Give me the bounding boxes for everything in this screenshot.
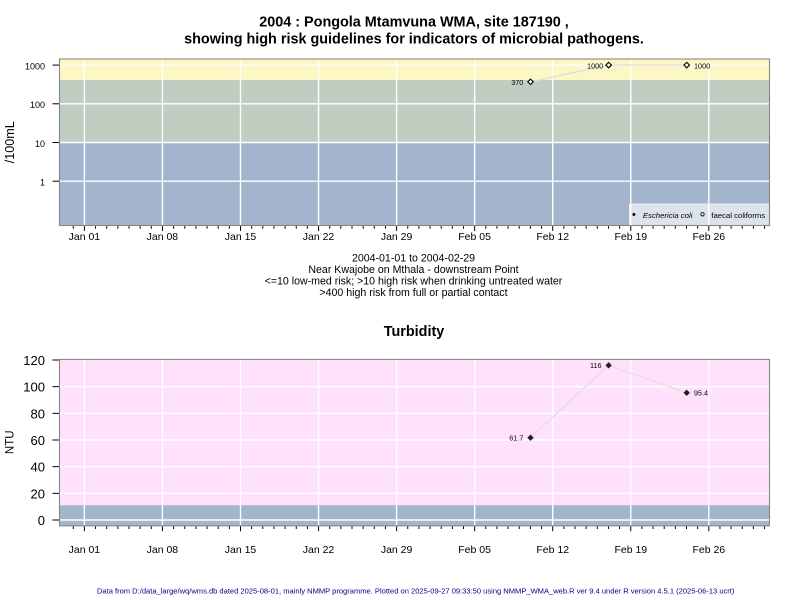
svg-text:Feb 19: Feb 19 bbox=[614, 544, 647, 556]
svg-text:Jan 29: Jan 29 bbox=[381, 231, 413, 243]
svg-text:61.7: 61.7 bbox=[509, 433, 523, 442]
svg-text:1: 1 bbox=[40, 178, 45, 188]
svg-text:120: 120 bbox=[23, 353, 45, 368]
svg-text:Feb 19: Feb 19 bbox=[614, 231, 647, 243]
svg-text:Jan 01: Jan 01 bbox=[69, 544, 101, 556]
svg-text:80: 80 bbox=[31, 406, 45, 421]
svg-text:2004 : Pongola Mtamvuna WMA, s: 2004 : Pongola Mtamvuna WMA, site 187190… bbox=[259, 15, 569, 31]
svg-text:>400 high risk from full or pa: >400 high risk from full or partial cont… bbox=[319, 287, 507, 299]
svg-text:Feb 12: Feb 12 bbox=[536, 544, 569, 556]
svg-text:1000: 1000 bbox=[694, 61, 710, 70]
svg-text:Data from D:/data_large/wq/wms: Data from D:/data_large/wq/wms.db dated … bbox=[97, 586, 735, 595]
svg-text:60: 60 bbox=[31, 433, 45, 448]
svg-text:Feb 05: Feb 05 bbox=[458, 544, 491, 556]
svg-text:1000: 1000 bbox=[587, 61, 603, 70]
svg-text:Eschericia coli: Eschericia coli bbox=[643, 211, 693, 220]
svg-text:1000: 1000 bbox=[25, 61, 45, 71]
svg-text:2004-01-01 to 2004-02-29: 2004-01-01 to 2004-02-29 bbox=[352, 253, 475, 265]
svg-text:20: 20 bbox=[31, 486, 45, 501]
svg-text:Jan 22: Jan 22 bbox=[303, 544, 335, 556]
svg-text:100: 100 bbox=[23, 380, 45, 395]
svg-text:Turbidity: Turbidity bbox=[384, 324, 445, 340]
svg-text:100: 100 bbox=[30, 100, 45, 110]
svg-text:Feb 26: Feb 26 bbox=[692, 544, 725, 556]
svg-text:/100mL: /100mL bbox=[3, 121, 17, 163]
svg-text:40: 40 bbox=[31, 460, 45, 475]
svg-text:95.4: 95.4 bbox=[694, 389, 708, 398]
svg-text:Jan 08: Jan 08 bbox=[147, 544, 179, 556]
svg-text:0: 0 bbox=[38, 513, 45, 528]
svg-text:Jan 22: Jan 22 bbox=[303, 231, 335, 243]
svg-text:116: 116 bbox=[590, 361, 602, 370]
svg-text:Feb 12: Feb 12 bbox=[536, 231, 569, 243]
svg-text:10: 10 bbox=[35, 139, 45, 149]
svg-text:showing high risk guidelines f: showing high risk guidelines for indicat… bbox=[184, 32, 644, 48]
svg-text:370: 370 bbox=[511, 78, 523, 87]
svg-text:Jan 08: Jan 08 bbox=[147, 231, 179, 243]
svg-text:faecal coliforms: faecal coliforms bbox=[711, 211, 765, 220]
svg-text:<=10 low-med risk; >10 high ri: <=10 low-med risk; >10 high risk when dr… bbox=[265, 276, 563, 288]
svg-text:Feb 05: Feb 05 bbox=[458, 231, 491, 243]
svg-text:Near Kwajobe on Mthala - downs: Near Kwajobe on Mthala - downstream Poin… bbox=[308, 264, 518, 276]
svg-text:Jan 15: Jan 15 bbox=[225, 231, 257, 243]
svg-text:Jan 29: Jan 29 bbox=[381, 544, 413, 556]
svg-text:Jan 15: Jan 15 bbox=[225, 544, 257, 556]
svg-text:NTU: NTU bbox=[5, 430, 17, 454]
svg-text:Feb 26: Feb 26 bbox=[692, 231, 725, 243]
svg-text:Jan 01: Jan 01 bbox=[69, 231, 101, 243]
